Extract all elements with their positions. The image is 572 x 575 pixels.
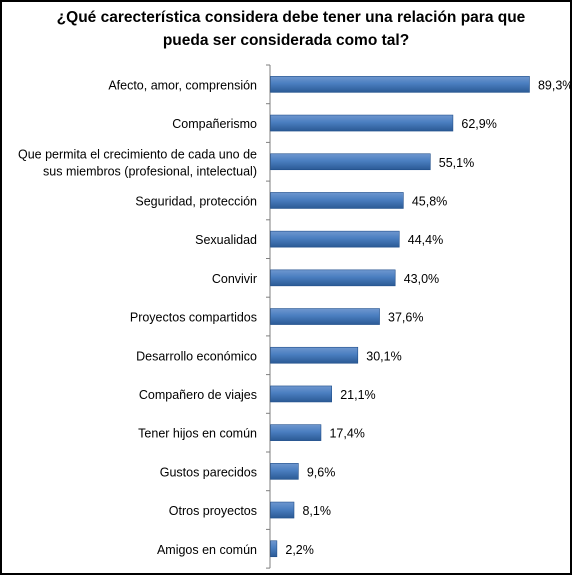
- category-label-line: Afecto, amor, comprensión: [108, 78, 257, 92]
- category-label: Que permita el crecimiento de cada uno d…: [18, 147, 257, 178]
- data-label: 17,4%: [329, 427, 364, 441]
- bar: [270, 76, 530, 93]
- data-label: 9,6%: [307, 465, 336, 479]
- category-label: Seguridad, protección: [135, 194, 257, 208]
- category-label-line: Otros proyectos: [169, 504, 257, 518]
- bar: [270, 501, 295, 519]
- data-label: 45,8%: [412, 194, 447, 208]
- bar: [270, 192, 404, 209]
- data-label: 44,4%: [408, 233, 443, 247]
- category-label-line: Seguridad, protección: [135, 194, 257, 208]
- category-label: Convivir: [212, 272, 257, 286]
- category-label: Afecto, amor, comprensión: [108, 78, 257, 92]
- category-label-line: Compañero de viajes: [139, 388, 257, 402]
- data-label: 2,2%: [285, 543, 314, 557]
- category-label-line: Desarrollo económico: [136, 349, 257, 363]
- bar: [270, 230, 400, 248]
- data-label: 89,3%: [538, 78, 572, 92]
- bar: [270, 463, 299, 480]
- category-label-line: Convivir: [212, 272, 257, 286]
- bar: [270, 540, 278, 558]
- chart-title: ¿Qué carecterística considera debe tener…: [0, 6, 572, 52]
- category-label: Proyectos compartidos: [130, 311, 257, 325]
- bar: [270, 424, 322, 441]
- category-label: Amigos en común: [157, 543, 257, 557]
- bar: [270, 346, 359, 364]
- bar: [270, 385, 332, 403]
- data-label: 62,9%: [461, 117, 496, 131]
- category-label: Tener hijos en común: [138, 427, 257, 441]
- category-label-line: Proyectos compartidos: [130, 311, 257, 325]
- data-label: 37,6%: [388, 311, 423, 325]
- category-label-line: Amigos en común: [157, 543, 257, 557]
- bar: [270, 269, 396, 287]
- data-label: 55,1%: [439, 156, 474, 170]
- category-label: Desarrollo económico: [136, 349, 257, 363]
- bar: [270, 308, 380, 325]
- data-label: 21,1%: [340, 388, 375, 402]
- category-label: Sexualidad: [195, 233, 257, 247]
- data-label: 8,1%: [302, 504, 331, 518]
- category-label-line: Tener hijos en común: [138, 427, 257, 441]
- bar: [270, 153, 431, 171]
- chart-title-line-2: pueda ser considerada como tal?: [162, 32, 410, 49]
- chart-title-line-1: ¿Qué carecterística considera debe tener…: [56, 9, 526, 26]
- category-label-line: sus miembros (profesional, intelectual): [43, 164, 257, 178]
- data-label: 30,1%: [366, 349, 401, 363]
- category-label: Gustos parecidos: [160, 465, 257, 479]
- category-label-line: Gustos parecidos: [160, 465, 257, 479]
- category-label: Compañero de viajes: [139, 388, 257, 402]
- category-label-line: Que permita el crecimiento de cada uno d…: [18, 147, 257, 161]
- category-label-line: Compañerismo: [172, 117, 257, 131]
- data-label: 43,0%: [404, 272, 439, 286]
- category-label: Compañerismo: [172, 117, 257, 131]
- category-label-line: Sexualidad: [195, 233, 257, 247]
- bar: [270, 114, 454, 132]
- category-label: Otros proyectos: [169, 504, 257, 518]
